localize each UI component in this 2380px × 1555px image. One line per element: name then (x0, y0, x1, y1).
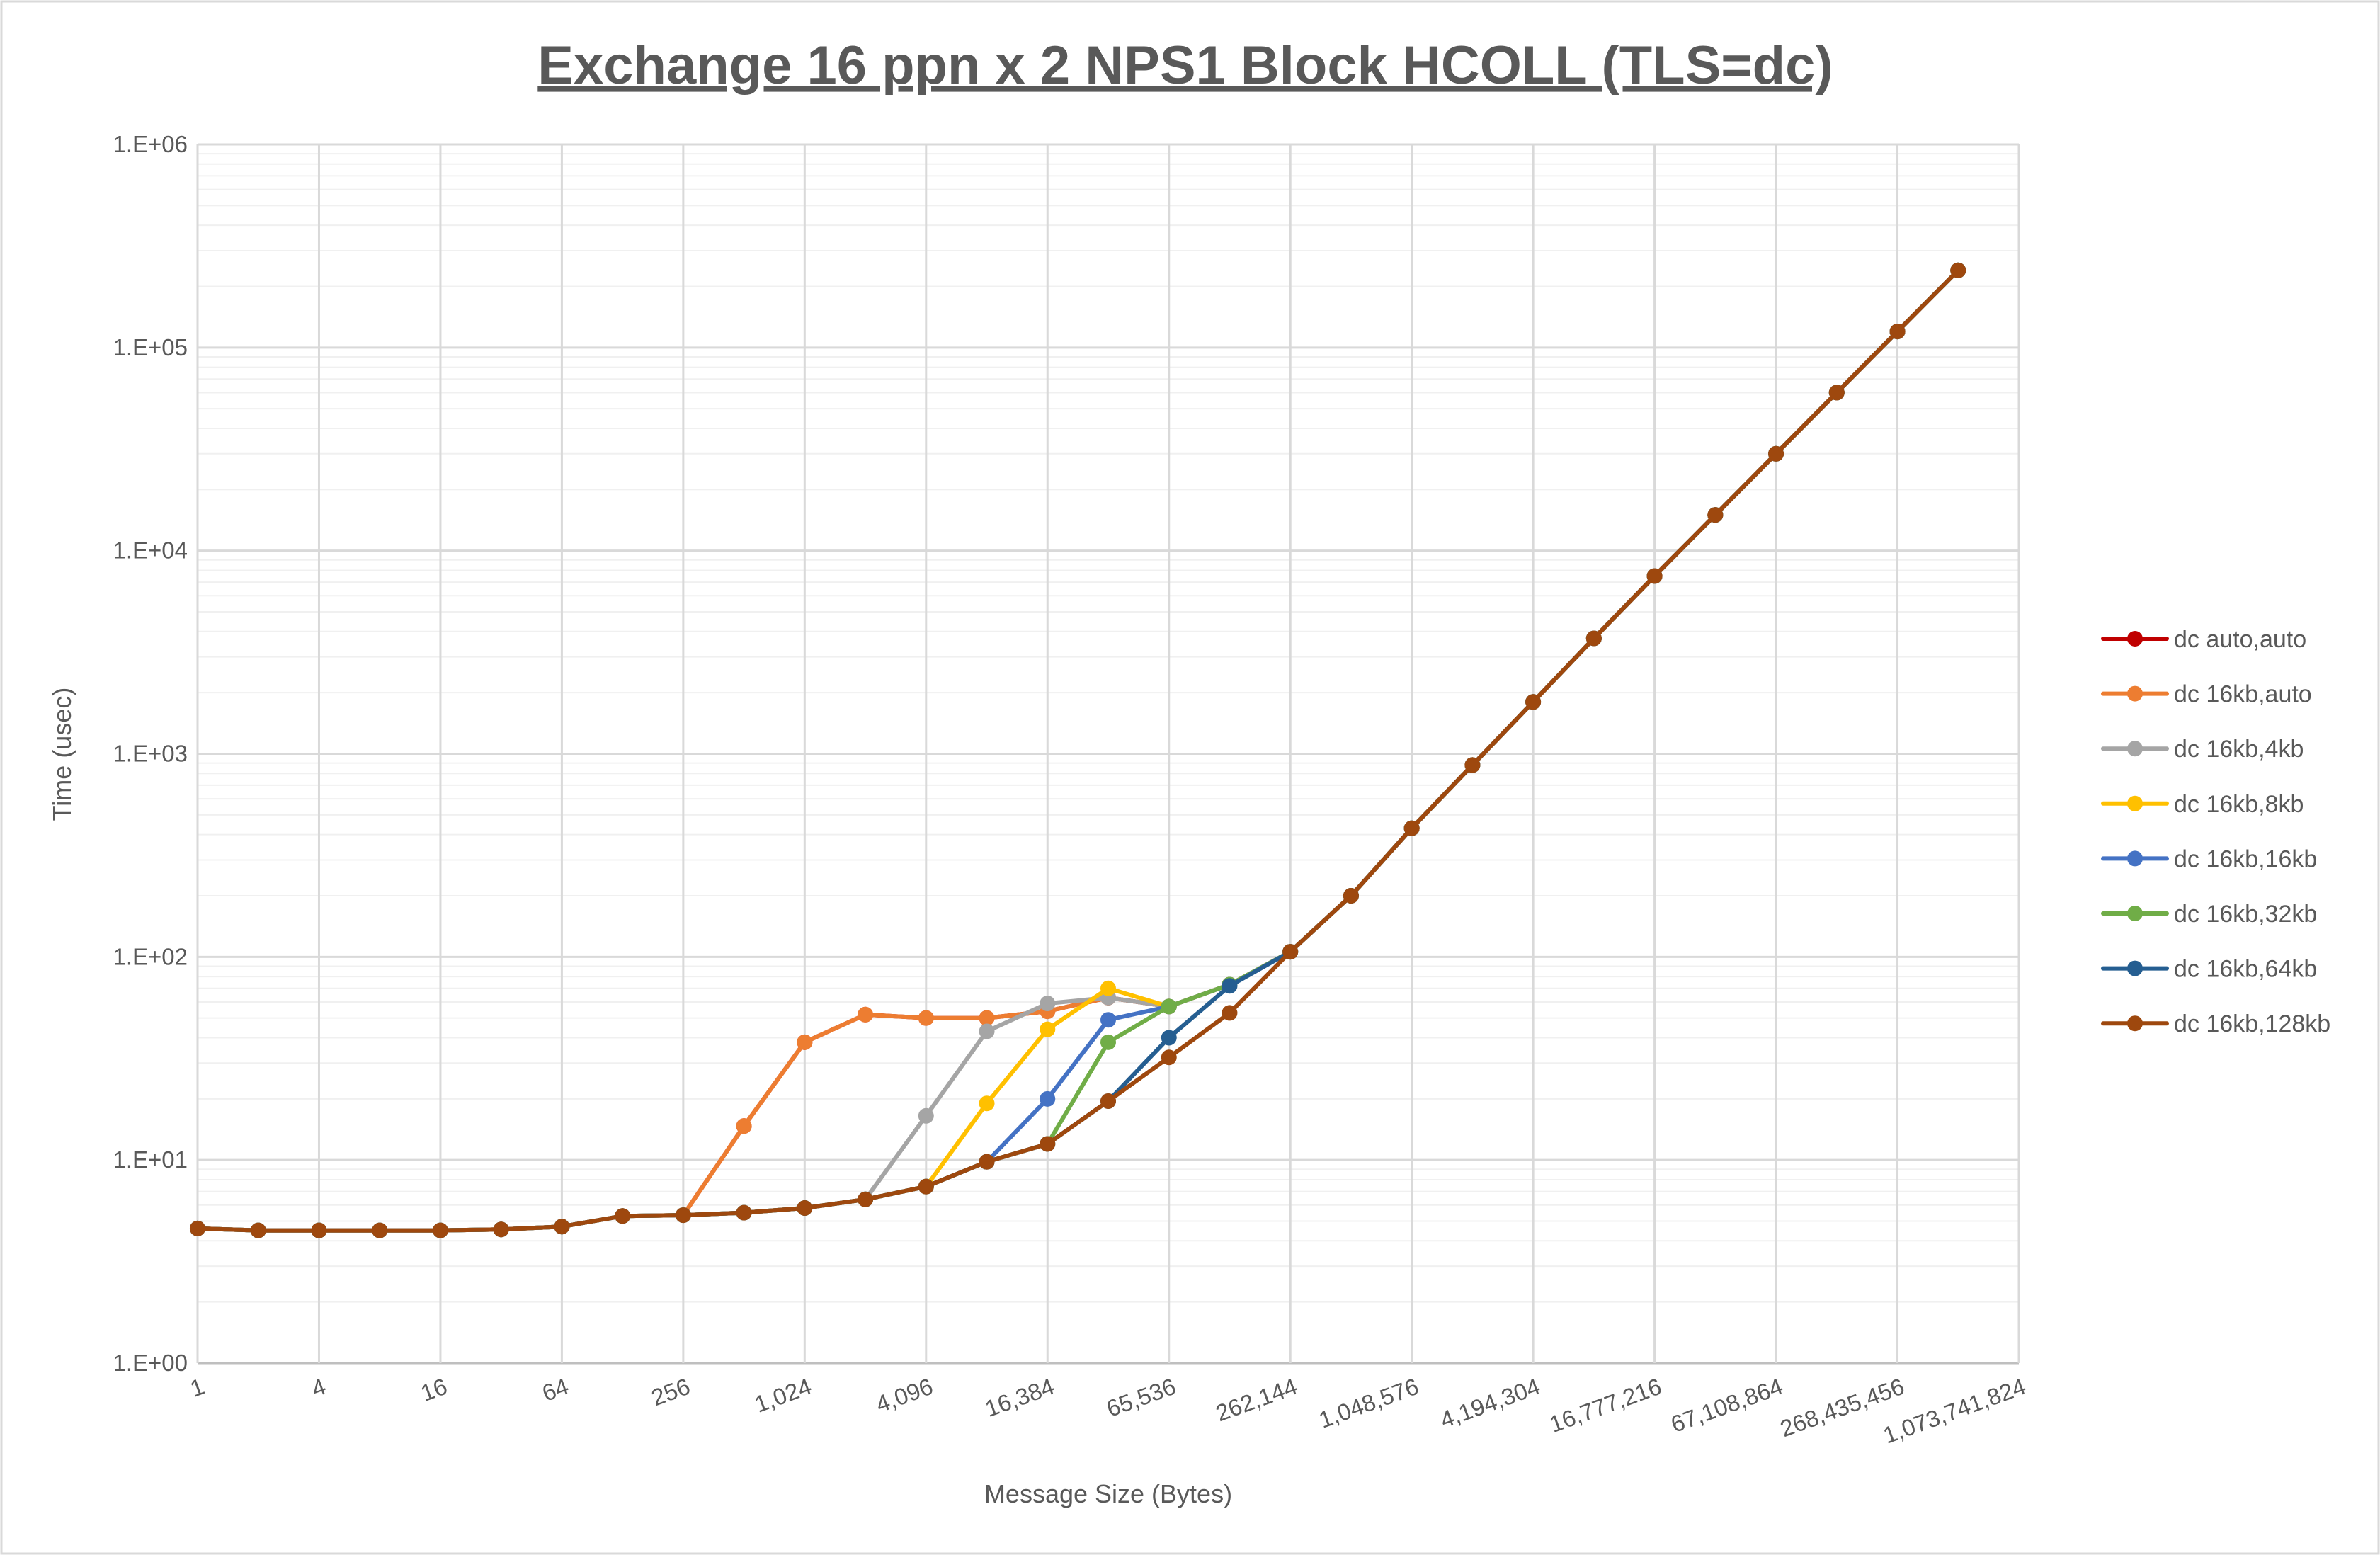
data-point (1707, 507, 1724, 523)
data-point (1100, 1012, 1116, 1028)
series-dc-16kb-128kb (190, 262, 1966, 1238)
data-point (1889, 324, 1906, 340)
data-point (1525, 694, 1542, 710)
y-tick-label: 1.E+02 (113, 943, 188, 969)
data-point (979, 1023, 995, 1039)
data-point (979, 1154, 995, 1170)
data-point (736, 1204, 752, 1221)
data-point (1161, 1049, 1177, 1066)
data-point (797, 1034, 813, 1050)
data-point (1828, 385, 1845, 401)
y-tick-label: 1.E+00 (113, 1350, 188, 1376)
data-point (190, 1220, 205, 1236)
data-point (797, 1200, 813, 1217)
data-point (432, 1222, 448, 1238)
data-point (979, 1095, 995, 1112)
data-point (493, 1221, 509, 1238)
data-point (918, 1107, 934, 1124)
data-point (1768, 445, 1784, 462)
legend-label: dc 16kb,16kb (2174, 845, 2317, 872)
data-point (615, 1208, 631, 1224)
data-point (918, 1010, 934, 1026)
data-point (979, 1010, 995, 1026)
legend-swatch-marker (2127, 960, 2143, 976)
data-point (1040, 1021, 1056, 1037)
data-point (1100, 1093, 1116, 1109)
legend-item: dc 16kb,32kb (2101, 901, 2317, 928)
data-point (250, 1222, 266, 1238)
legend-swatch-marker (2127, 850, 2143, 867)
y-tick-label: 1.E+01 (113, 1146, 188, 1173)
y-tick-label: 1.E+05 (113, 334, 188, 360)
legend-swatch-marker (2127, 631, 2143, 647)
data-point (1040, 996, 1056, 1012)
data-point (1403, 820, 1420, 836)
legend-item: dc auto,auto (2101, 626, 2306, 653)
data-point (1950, 262, 1966, 278)
data-point (858, 1006, 874, 1023)
data-point (1040, 1136, 1056, 1152)
data-point (1161, 998, 1177, 1015)
data-point (736, 1118, 752, 1134)
legend-item: dc 16kb,64kb (2101, 956, 2317, 983)
legend: dc auto,auto dc 16kb,auto dc 16kb,4kb dc 16… (2101, 626, 2330, 1037)
data-point (918, 1178, 934, 1195)
legend-item: dc 16kb,auto (2101, 681, 2312, 708)
legend-swatch-marker (2127, 906, 2143, 921)
legend-swatch-marker (2127, 795, 2143, 811)
legend-item: dc 16kb,8kb (2101, 791, 2304, 818)
data-point (1100, 1034, 1116, 1050)
legend-label: dc 16kb,64kb (2174, 956, 2317, 983)
y-tick-label: 1.E+06 (113, 131, 188, 157)
legend-label: dc 16kb,128kb (2174, 1010, 2330, 1037)
data-point (311, 1222, 327, 1238)
data-point (1343, 887, 1359, 904)
series-layer (190, 262, 1966, 1238)
y-tick-label: 1.E+04 (113, 537, 188, 564)
series-line (197, 268, 1960, 1233)
legend-label: dc 16kb,32kb (2174, 901, 2317, 928)
x-axis-label: Message Size (Bytes) (984, 1479, 1232, 1508)
legend-item: dc 16kb,4kb (2101, 736, 2304, 763)
legend-item: dc 16kb,16kb (2101, 845, 2317, 872)
data-point (1222, 1005, 1238, 1021)
legend-swatch-marker (2127, 685, 2143, 702)
legend-label: dc 16kb,8kb (2174, 791, 2304, 818)
chart-title: Exchange 16 ppn x 2 NPS1 Block HCOLL (TL… (537, 35, 1833, 96)
y-axis-ticks: 1.E+00 1.E+01 1.E+02 1.E+03 1.E+04 1.E+05 1.E+… (113, 131, 188, 1376)
y-tick-label: 1.E+03 (113, 741, 188, 767)
legend-label: dc 16kb,auto (2174, 681, 2312, 708)
data-point (554, 1219, 570, 1235)
data-point (1040, 1090, 1056, 1107)
data-point (372, 1222, 388, 1238)
data-point (1646, 568, 1663, 584)
y-axis-label: Time (usec) (47, 688, 76, 821)
data-point (675, 1207, 691, 1224)
data-point (1282, 944, 1299, 960)
data-point (858, 1191, 874, 1207)
legend-label: dc auto,auto (2174, 626, 2306, 653)
data-point (1161, 1030, 1177, 1046)
data-point (1100, 980, 1116, 996)
legend-item: dc 16kb,128kb (2101, 1010, 2330, 1037)
data-point (1464, 757, 1481, 773)
legend-label: dc 16kb,4kb (2174, 736, 2304, 763)
legend-swatch-marker (2127, 741, 2143, 757)
legend-swatch-marker (2127, 1015, 2143, 1032)
data-point (1222, 978, 1238, 994)
data-point (1585, 630, 1602, 647)
